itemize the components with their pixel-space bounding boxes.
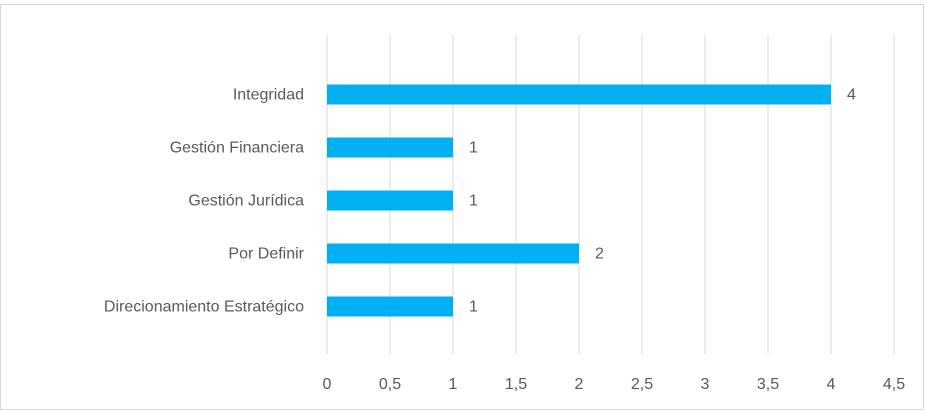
data-label: 1 — [469, 299, 478, 316]
x-tick-label: 3 — [701, 376, 710, 393]
data-label: 1 — [469, 140, 478, 157]
data-label: 2 — [595, 246, 604, 263]
chart-border — [0, 4, 924, 410]
x-tick-label: 1 — [449, 376, 458, 393]
data-label: 4 — [847, 87, 856, 104]
x-tick-label: 4,5 — [883, 376, 905, 393]
x-tick-label: 1,5 — [505, 376, 527, 393]
y-tick-label: Integridad — [233, 87, 304, 104]
y-tick-label: Por Definir — [228, 246, 304, 263]
y-tick-label: Direcionamiento Estratégico — [104, 299, 304, 316]
x-tick-label: 0,5 — [379, 376, 401, 393]
y-tick-label: Gestión Financiera — [170, 140, 304, 157]
bar — [327, 137, 453, 158]
bar — [327, 84, 831, 105]
y-tick-label: Gestión Jurídica — [188, 193, 304, 210]
x-tick-label: 2 — [575, 376, 584, 393]
data-label: 1 — [469, 193, 478, 210]
x-tick-label: 3,5 — [757, 376, 779, 393]
bar — [327, 296, 453, 317]
x-tick-label: 2,5 — [631, 376, 653, 393]
x-tick-label: 4 — [827, 376, 836, 393]
bar — [327, 190, 453, 211]
x-tick-label: 0 — [323, 376, 332, 393]
bar — [327, 243, 579, 264]
